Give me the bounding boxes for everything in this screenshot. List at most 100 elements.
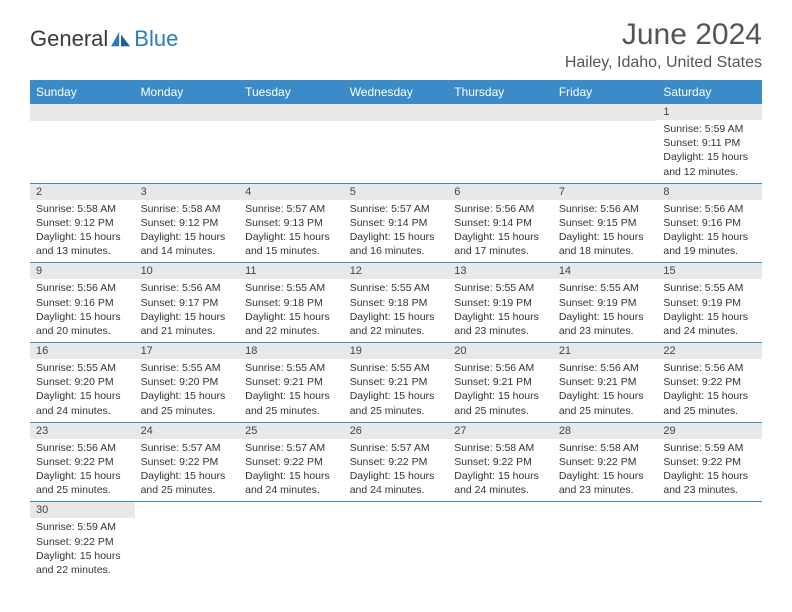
sunset-line: Sunset: 9:12 PM bbox=[36, 216, 129, 230]
calendar-cell: 5Sunrise: 5:57 AMSunset: 9:14 PMDaylight… bbox=[344, 183, 449, 263]
calendar-cell bbox=[135, 104, 240, 183]
day-content: Sunrise: 5:59 AMSunset: 9:22 PMDaylight:… bbox=[30, 518, 135, 581]
day-number: 19 bbox=[344, 343, 449, 359]
weekday-header: Friday bbox=[553, 80, 658, 104]
title-block: June 2024 Hailey, Idaho, United States bbox=[565, 18, 762, 72]
calendar-cell: 3Sunrise: 5:58 AMSunset: 9:12 PMDaylight… bbox=[135, 183, 240, 263]
sunset-line: Sunset: 9:19 PM bbox=[663, 296, 756, 310]
empty-day-header bbox=[30, 104, 135, 121]
calendar-cell: 29Sunrise: 5:59 AMSunset: 9:22 PMDayligh… bbox=[657, 422, 762, 502]
daylight-line: Daylight: 15 hours and 24 minutes. bbox=[454, 469, 547, 497]
daylight-line: Daylight: 15 hours and 25 minutes. bbox=[141, 469, 234, 497]
sunrise-line: Sunrise: 5:55 AM bbox=[36, 361, 129, 375]
day-number: 8 bbox=[657, 184, 762, 200]
calendar-cell: 30Sunrise: 5:59 AMSunset: 9:22 PMDayligh… bbox=[30, 502, 135, 581]
sunset-line: Sunset: 9:20 PM bbox=[36, 375, 129, 389]
calendar-cell bbox=[553, 104, 658, 183]
calendar-cell: 25Sunrise: 5:57 AMSunset: 9:22 PMDayligh… bbox=[239, 422, 344, 502]
daylight-line: Daylight: 15 hours and 23 minutes. bbox=[663, 469, 756, 497]
sunrise-line: Sunrise: 5:57 AM bbox=[350, 441, 443, 455]
day-content: Sunrise: 5:57 AMSunset: 9:13 PMDaylight:… bbox=[239, 200, 344, 263]
sunrise-line: Sunrise: 5:55 AM bbox=[559, 281, 652, 295]
day-content: Sunrise: 5:58 AMSunset: 9:22 PMDaylight:… bbox=[448, 439, 553, 502]
day-number: 18 bbox=[239, 343, 344, 359]
day-number: 7 bbox=[553, 184, 658, 200]
sunset-line: Sunset: 9:21 PM bbox=[454, 375, 547, 389]
day-number: 15 bbox=[657, 263, 762, 279]
daylight-line: Daylight: 15 hours and 19 minutes. bbox=[663, 230, 756, 258]
day-content: Sunrise: 5:57 AMSunset: 9:22 PMDaylight:… bbox=[344, 439, 449, 502]
calendar-cell: 28Sunrise: 5:58 AMSunset: 9:22 PMDayligh… bbox=[553, 422, 658, 502]
sunset-line: Sunset: 9:19 PM bbox=[559, 296, 652, 310]
calendar-cell: 26Sunrise: 5:57 AMSunset: 9:22 PMDayligh… bbox=[344, 422, 449, 502]
daylight-line: Daylight: 15 hours and 22 minutes. bbox=[36, 549, 129, 577]
calendar-cell bbox=[239, 104, 344, 183]
sunset-line: Sunset: 9:22 PM bbox=[36, 455, 129, 469]
calendar-week-row: 1Sunrise: 5:59 AMSunset: 9:11 PMDaylight… bbox=[30, 104, 762, 183]
calendar-cell: 17Sunrise: 5:55 AMSunset: 9:20 PMDayligh… bbox=[135, 343, 240, 423]
calendar-cell: 2Sunrise: 5:58 AMSunset: 9:12 PMDaylight… bbox=[30, 183, 135, 263]
calendar-week-row: 16Sunrise: 5:55 AMSunset: 9:20 PMDayligh… bbox=[30, 343, 762, 423]
calendar-table: SundayMondayTuesdayWednesdayThursdayFrid… bbox=[30, 80, 762, 581]
sunrise-line: Sunrise: 5:56 AM bbox=[663, 361, 756, 375]
day-number: 22 bbox=[657, 343, 762, 359]
day-number: 16 bbox=[30, 343, 135, 359]
weekday-header: Thursday bbox=[448, 80, 553, 104]
sunset-line: Sunset: 9:14 PM bbox=[350, 216, 443, 230]
day-content: Sunrise: 5:55 AMSunset: 9:19 PMDaylight:… bbox=[448, 279, 553, 342]
day-number: 27 bbox=[448, 423, 553, 439]
daylight-line: Daylight: 15 hours and 25 minutes. bbox=[663, 389, 756, 417]
sunrise-line: Sunrise: 5:56 AM bbox=[454, 361, 547, 375]
sunrise-line: Sunrise: 5:55 AM bbox=[454, 281, 547, 295]
day-number: 9 bbox=[30, 263, 135, 279]
sunset-line: Sunset: 9:21 PM bbox=[350, 375, 443, 389]
calendar-week-row: 2Sunrise: 5:58 AMSunset: 9:12 PMDaylight… bbox=[30, 183, 762, 263]
daylight-line: Daylight: 15 hours and 24 minutes. bbox=[663, 310, 756, 338]
day-number: 1 bbox=[657, 104, 762, 120]
sunset-line: Sunset: 9:21 PM bbox=[245, 375, 338, 389]
day-number: 5 bbox=[344, 184, 449, 200]
day-number: 2 bbox=[30, 184, 135, 200]
calendar-cell: 15 Sunrise: 5:55 AMSunset: 9:19 PMDayligh… bbox=[657, 263, 762, 343]
day-number: 11 bbox=[239, 263, 344, 279]
daylight-line: Daylight: 15 hours and 24 minutes. bbox=[36, 389, 129, 417]
empty-day-header bbox=[344, 104, 449, 121]
day-number: 26 bbox=[344, 423, 449, 439]
calendar-cell: 7Sunrise: 5:56 AMSunset: 9:15 PMDaylight… bbox=[553, 183, 658, 263]
sunrise-line: Sunrise: 5:56 AM bbox=[36, 441, 129, 455]
sunrise-line: Sunrise: 5:55 AM bbox=[141, 361, 234, 375]
daylight-line: Daylight: 15 hours and 25 minutes. bbox=[350, 389, 443, 417]
empty-day-header bbox=[553, 104, 658, 121]
calendar-cell: 12Sunrise: 5:55 AMSunset: 9:18 PMDayligh… bbox=[344, 263, 449, 343]
day-content: Sunrise: 5:58 AMSunset: 9:12 PMDaylight:… bbox=[30, 200, 135, 263]
sunrise-line: Sunrise: 5:58 AM bbox=[454, 441, 547, 455]
sunrise-line: Sunrise: 5:55 AM bbox=[245, 281, 338, 295]
daylight-line: Daylight: 15 hours and 16 minutes. bbox=[350, 230, 443, 258]
sunset-line: Sunset: 9:13 PM bbox=[245, 216, 338, 230]
day-content: Sunrise: 5:59 AMSunset: 9:11 PMDaylight:… bbox=[657, 120, 762, 183]
day-number: 23 bbox=[30, 423, 135, 439]
sunrise-line: Sunrise: 5:55 AM bbox=[245, 361, 338, 375]
calendar-cell bbox=[344, 104, 449, 183]
empty-day-header bbox=[239, 104, 344, 121]
sunrise-line: Sunrise: 5:59 AM bbox=[36, 520, 129, 534]
calendar-cell: 4Sunrise: 5:57 AMSunset: 9:13 PMDaylight… bbox=[239, 183, 344, 263]
sunset-line: Sunset: 9:18 PM bbox=[350, 296, 443, 310]
logo: General Blue bbox=[30, 26, 178, 52]
weekday-header: Monday bbox=[135, 80, 240, 104]
sunset-line: Sunset: 9:22 PM bbox=[454, 455, 547, 469]
sunset-line: Sunset: 9:17 PM bbox=[141, 296, 234, 310]
logo-text-blue: Blue bbox=[134, 26, 178, 52]
day-content: Sunrise: 5:59 AMSunset: 9:22 PMDaylight:… bbox=[657, 439, 762, 502]
day-content: Sunrise: 5:55 AMSunset: 9:21 PMDaylight:… bbox=[239, 359, 344, 422]
sunset-line: Sunset: 9:22 PM bbox=[36, 535, 129, 549]
sunset-line: Sunset: 9:18 PM bbox=[245, 296, 338, 310]
sunrise-line: Sunrise: 5:56 AM bbox=[141, 281, 234, 295]
day-content: Sunrise: 5:58 AMSunset: 9:12 PMDaylight:… bbox=[135, 200, 240, 263]
calendar-cell: 22Sunrise: 5:56 AMSunset: 9:22 PMDayligh… bbox=[657, 343, 762, 423]
calendar-cell: 24Sunrise: 5:57 AMSunset: 9:22 PMDayligh… bbox=[135, 422, 240, 502]
day-number: 6 bbox=[448, 184, 553, 200]
sunrise-line: Sunrise: 5:55 AM bbox=[663, 281, 756, 295]
sunset-line: Sunset: 9:16 PM bbox=[36, 296, 129, 310]
calendar-week-row: 9 Sunrise: 5:56 AM Sunset: 9:16 PM Daylight… bbox=[30, 263, 762, 343]
